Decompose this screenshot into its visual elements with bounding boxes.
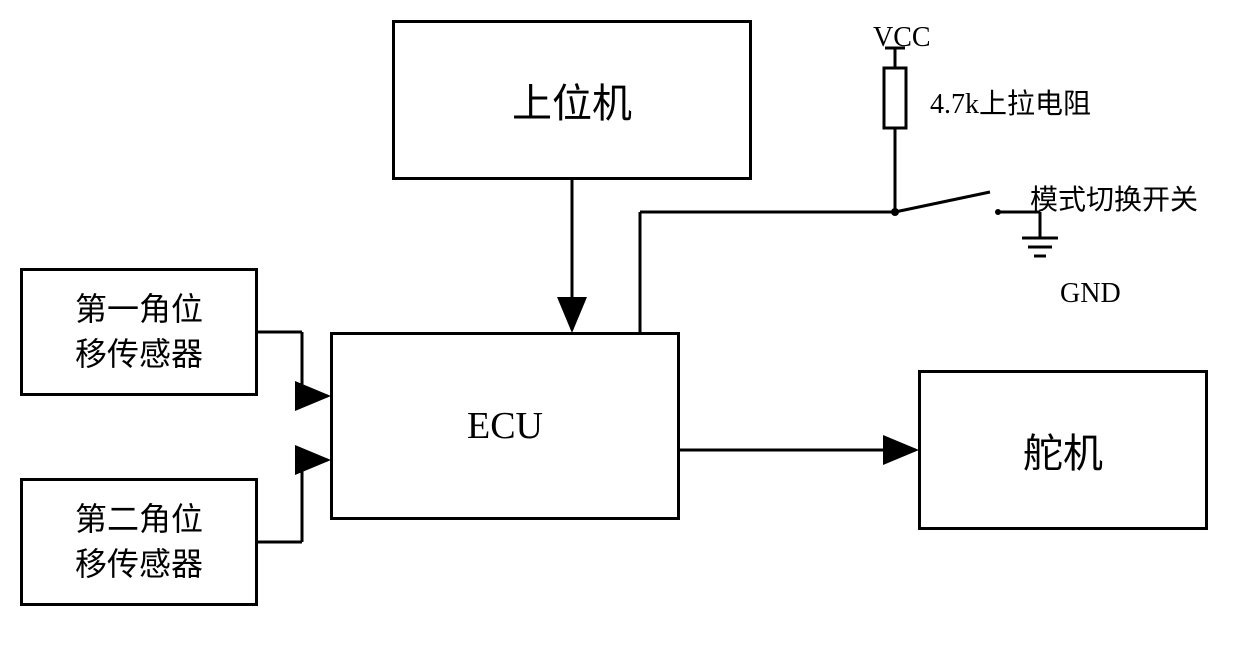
label-vcc: VCC [873, 22, 931, 54]
node-sensor2: 第二角位 移传感器 [20, 478, 258, 606]
node-sensor1: 第一角位 移传感器 [20, 268, 258, 396]
resistor-symbol [884, 68, 906, 128]
switch-node-dot [891, 208, 899, 216]
node-ecu: ECU [330, 332, 680, 520]
label-switch: 模式切换开关 [1030, 178, 1198, 218]
label-gnd: GND [1060, 278, 1121, 310]
node-sensor2-label: 第二角位 移传感器 [75, 497, 203, 587]
label-resistor: 4.7k上拉电阻 [930, 82, 1091, 122]
node-host-label: 上位机 [512, 71, 632, 129]
node-sensor1-label: 第一角位 移传感器 [75, 287, 203, 377]
node-ecu-label: ECU [467, 404, 543, 448]
node-host: 上位机 [392, 20, 752, 180]
node-servo-label: 舵机 [1023, 421, 1103, 479]
switch-lever [895, 192, 990, 212]
gnd-symbol [1022, 238, 1058, 256]
node-servo: 舵机 [918, 370, 1208, 530]
